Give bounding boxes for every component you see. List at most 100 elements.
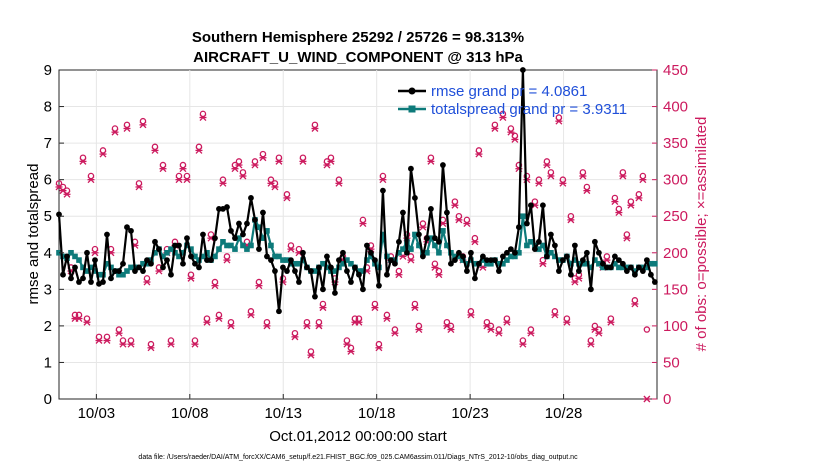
marker-possible [175,172,183,180]
y-tick-label: 9 [44,62,52,79]
marker-possible [195,143,203,151]
point-totalspread [80,264,86,271]
point-totalspread [280,257,286,263]
point-rmse [619,260,626,267]
point-rmse [543,253,550,260]
marker-assimilated [447,326,455,334]
marker-possible [139,117,147,125]
point-totalspread [456,253,462,260]
marker-assimilated [87,176,95,184]
marker-possible [127,337,135,344]
marker-possible [359,216,367,224]
marker-possible [579,169,587,176]
point-rmse [68,275,74,282]
point-rmse [348,279,354,285]
point-rmse [240,231,246,238]
point-rmse [192,260,198,267]
marker-possible [375,340,383,348]
y2-tick-label: 150 [663,281,688,298]
marker-assimilated [271,183,279,191]
point-rmse [136,264,142,271]
marker-possible [215,311,223,319]
point-rmse [623,268,630,274]
point-rmse [260,209,266,216]
marker-assimilated [315,322,323,330]
point-rmse [392,260,398,267]
point-totalspread [324,264,330,271]
marker-possible [335,176,343,183]
marker-assimilated [555,117,563,125]
marker-assimilated [111,128,119,136]
point-totalspread [568,260,574,267]
point-rmse [168,271,174,278]
marker-possible [207,231,215,238]
point-rmse [547,231,554,238]
point-totalspread [84,268,90,274]
point-rmse [328,264,334,271]
point-totalspread [500,260,506,267]
point-totalspread [120,271,126,278]
point-rmse [176,242,182,249]
marker-assimilated [127,340,135,348]
marker-assimilated [327,157,335,165]
marker-possible [235,158,243,165]
marker-assimilated [307,351,315,359]
point-rmse [320,286,326,293]
marker-possible [259,150,267,158]
marker-possible [435,267,443,275]
marker-possible [643,326,651,333]
marker-possible [383,311,391,319]
point-totalspread [396,249,402,256]
point-totalspread [508,253,514,260]
point-rmse [340,249,346,256]
marker-possible [71,311,79,319]
marker-possible [371,300,379,308]
marker-possible [455,212,463,220]
point-totalspread [340,260,346,267]
point-rmse [264,253,270,260]
marker-assimilated [63,190,71,198]
marker-possible [243,238,251,246]
point-rmse [312,293,318,300]
point-rmse [651,279,658,285]
point-rmse [228,227,234,234]
point-rmse [523,220,530,227]
point-totalspread [452,253,458,260]
marker-possible [223,253,231,260]
marker-assimilated [251,161,259,169]
marker-assimilated [431,263,439,271]
marker-possible [319,300,327,308]
marker-assimilated [103,337,111,344]
marker-assimilated [195,146,203,154]
marker-possible [503,315,511,322]
marker-assimilated [543,161,551,169]
point-totalspread [620,264,626,271]
point-totalspread [276,253,282,260]
marker-assimilated [239,172,247,180]
y-axis-label: rmse and totalspread [25,164,42,305]
point-rmse [400,209,406,216]
marker-assimilated [215,315,223,323]
marker-assimilated [123,125,131,132]
point-rmse [116,268,122,274]
point-rmse [60,271,66,278]
point-totalspread [332,268,338,274]
marker-possible [327,154,335,161]
marker-possible [159,161,167,169]
point-rmse [472,275,478,282]
marker-possible [391,326,399,333]
marker-assimilated [539,260,547,268]
marker-possible [483,318,491,326]
marker-assimilated [275,157,283,165]
marker-assimilated [435,271,443,279]
point-rmse [567,271,574,278]
point-totalspread [96,271,102,278]
point-totalspread [468,257,474,263]
marker-assimilated [211,282,219,290]
point-rmse [292,268,298,274]
marker-possible [567,212,575,220]
point-rmse [144,257,150,263]
marker-possible [183,172,191,180]
point-rmse [276,308,282,315]
point-rmse [224,204,230,210]
